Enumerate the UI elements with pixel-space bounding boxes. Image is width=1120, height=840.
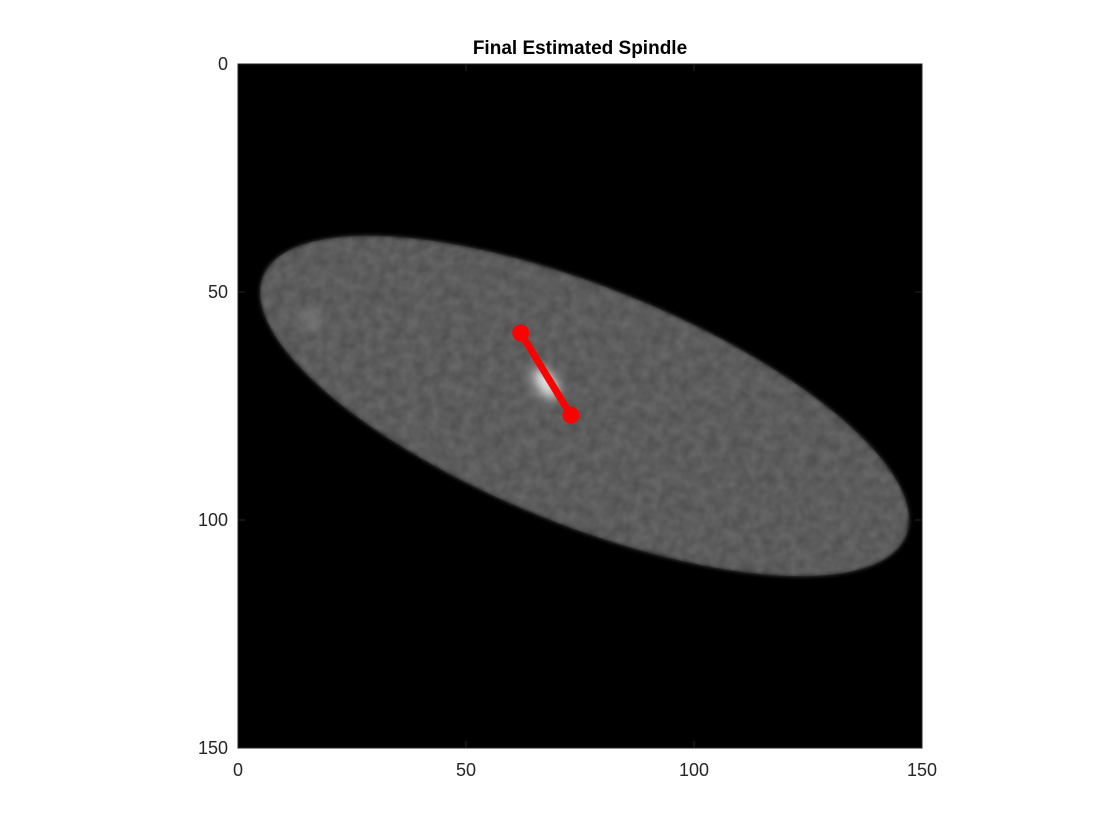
y-tick-label: 50 [208,282,228,302]
spindle-line [517,329,575,419]
x-tick-label: 50 [456,760,476,780]
y-tick-label: 150 [198,738,228,758]
x-tick-label: 0 [233,760,243,780]
x-axis: 0 50 100 150 [233,64,937,780]
axes-frame [237,63,923,749]
chart-title: Final Estimated Spindle [473,38,687,59]
y-axis: 0 50 100 150 [198,54,922,758]
cell-texture [260,235,909,577]
y-tick-label: 100 [198,510,228,530]
spindle-pole-marker [512,324,530,342]
y-tick-label: 0 [218,54,228,74]
x-tick-label: 100 [679,760,709,780]
spindle-pole-marker [562,406,580,424]
spindle-overlay [512,324,580,424]
bright-spot [301,312,321,327]
x-tick-label: 150 [907,760,937,780]
image-axes: 0 50 100 150 0 50 100 150 [198,54,937,780]
